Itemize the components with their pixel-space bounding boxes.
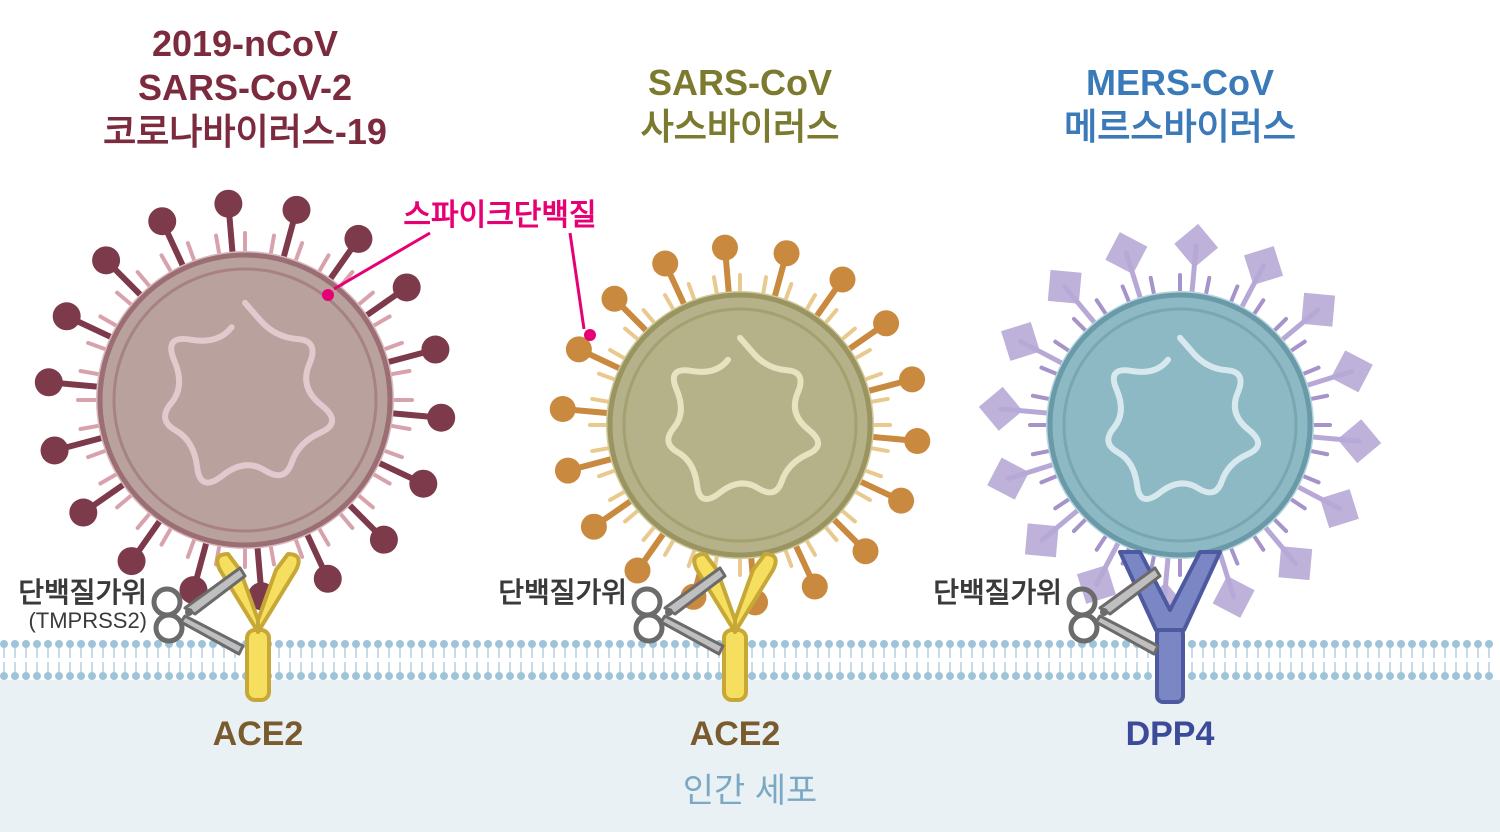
virus-title-line: SARS-CoV bbox=[648, 62, 832, 103]
virus-sars-cov-2 bbox=[35, 190, 455, 611]
spike-protein-label: 스파이크단백질 bbox=[403, 199, 596, 232]
coronavirus-comparison-diagram: 인간 세포 2019-nCoVSARS-CoV-2코로나바이러스-19 ACE2 단백… bbox=[0, 0, 1500, 832]
cell-label: 인간 세포 bbox=[683, 772, 818, 810]
scissors-label: 단백질가위 bbox=[18, 577, 147, 608]
virus-mers-cov bbox=[979, 224, 1381, 626]
virus-title-line: MERS-CoV bbox=[1086, 62, 1274, 103]
virus-title-line: 코로나바이러스-19 bbox=[103, 111, 387, 152]
virus-sars-cov bbox=[550, 235, 931, 616]
virus-title-line: 사스바이러스 bbox=[641, 106, 840, 147]
spike-pointer-right bbox=[570, 233, 584, 329]
scissors-sublabel: (TMPRSS2) bbox=[28, 608, 147, 633]
virus-title-line: SARS-CoV-2 bbox=[138, 67, 352, 108]
scissors-label: 단백질가위 bbox=[933, 577, 1062, 608]
receptor-label: DPP4 bbox=[1126, 715, 1215, 753]
receptor-label: ACE2 bbox=[213, 715, 304, 753]
virus-title-line: 2019-nCoV bbox=[152, 23, 338, 64]
scissors-label: 단백질가위 bbox=[498, 577, 627, 608]
virus-title-line: 메르스바이러스 bbox=[1064, 106, 1296, 147]
receptor-label: ACE2 bbox=[690, 715, 781, 753]
